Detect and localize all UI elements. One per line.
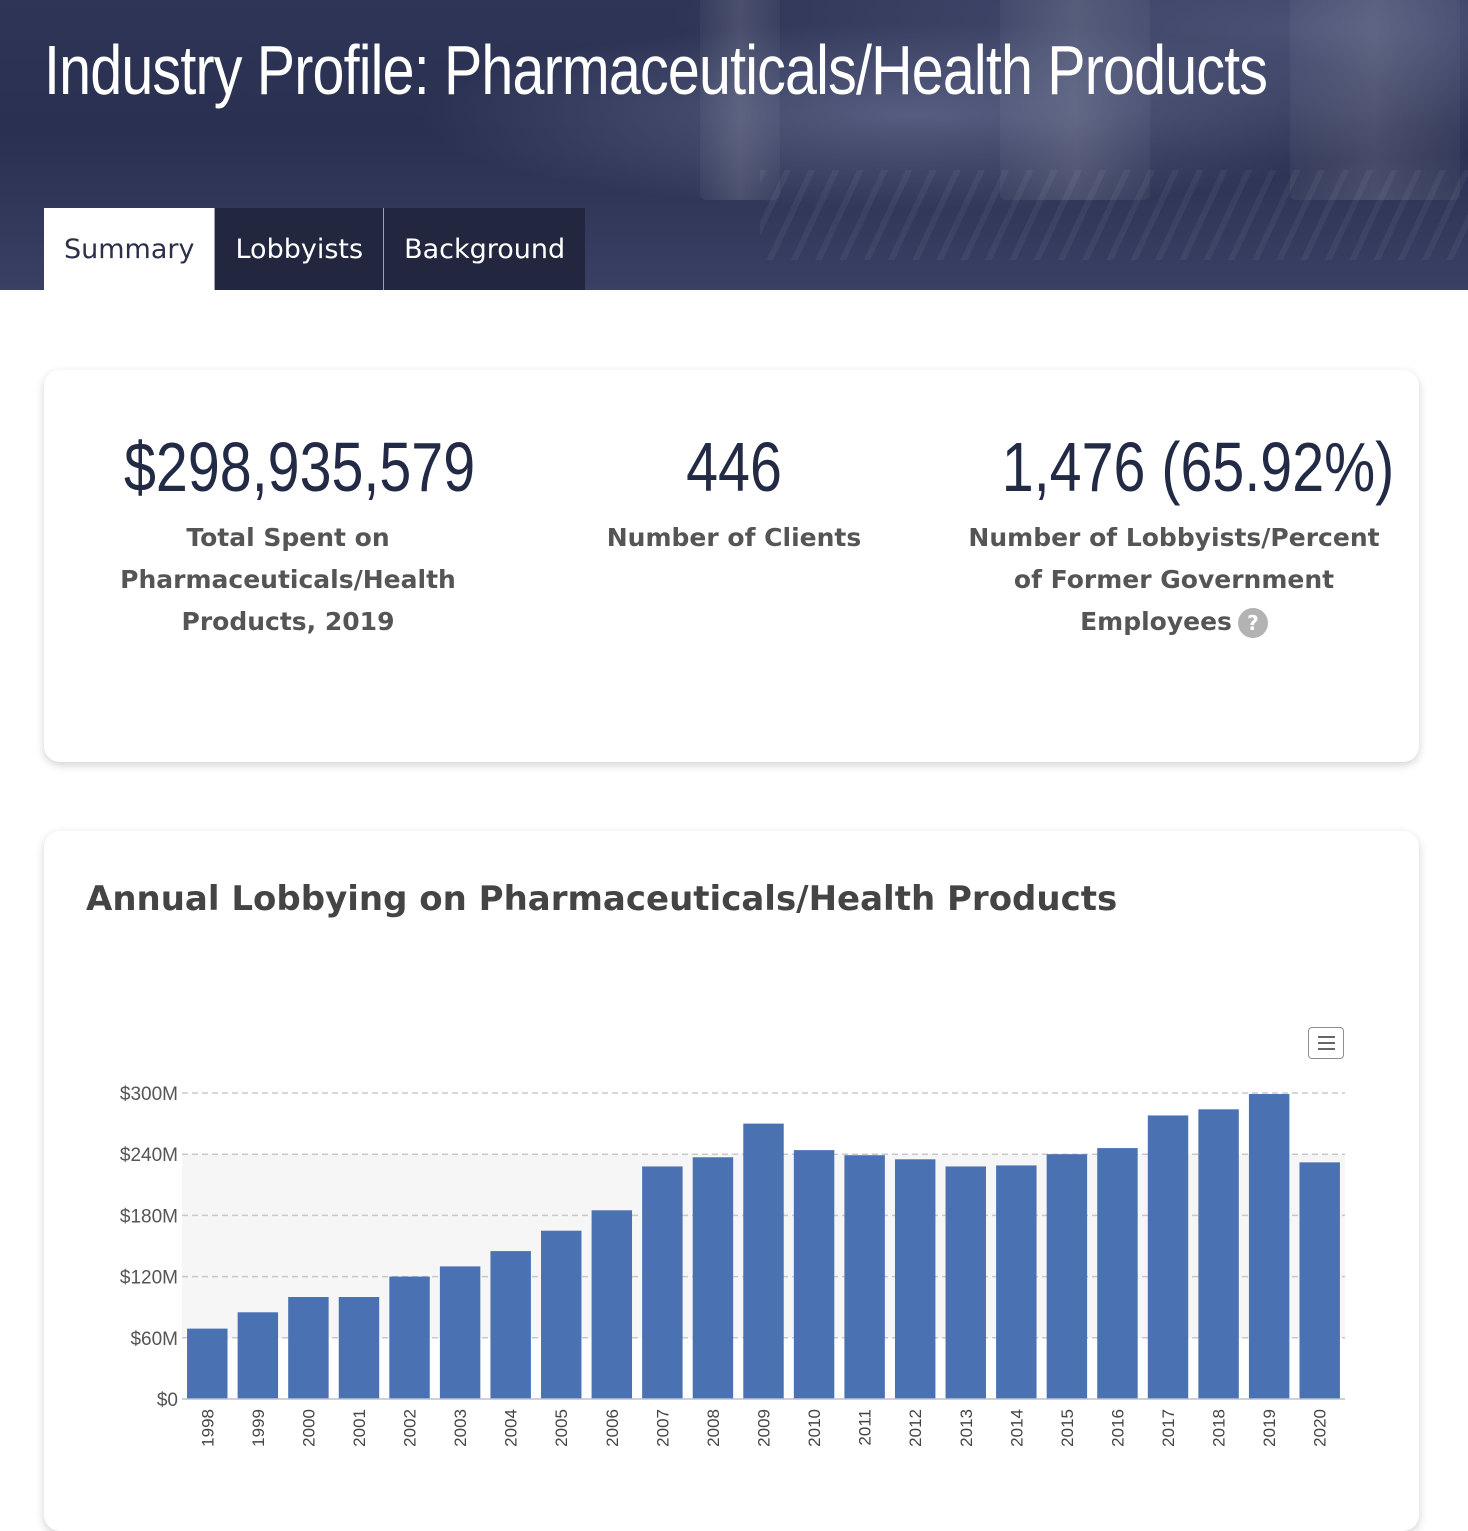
bar-2006[interactable] — [591, 1210, 633, 1399]
x-tick-label: 2016 — [1108, 1409, 1127, 1447]
bars — [187, 1094, 1340, 1399]
question-circle-icon[interactable]: ? — [1237, 608, 1268, 638]
x-tick-label: 2000 — [299, 1409, 318, 1447]
x-tick-label: 2012 — [906, 1409, 925, 1447]
x-tick-label: 2018 — [1210, 1409, 1229, 1447]
bar-2014[interactable] — [996, 1165, 1037, 1399]
stat-label: Number of Clients — [606, 523, 862, 552]
background-column — [1000, 0, 1150, 200]
chart-menu-button[interactable] — [1308, 1027, 1344, 1059]
bar-2010[interactable] — [793, 1150, 835, 1399]
x-tick-label: 2013 — [957, 1409, 976, 1447]
x-tick-label: 2003 — [451, 1409, 470, 1447]
bar-2015[interactable] — [1046, 1154, 1088, 1399]
bar-2011[interactable] — [844, 1155, 885, 1399]
y-tick-label: $180M — [120, 1206, 178, 1227]
stat-label-text: Number of Lobbyists/Percent of Former Go… — [968, 523, 1380, 636]
bar-2003[interactable] — [439, 1266, 481, 1399]
stat-value: $298,935,579 — [124, 428, 476, 506]
x-tick-label: 2006 — [603, 1409, 622, 1447]
bar-2013[interactable] — [945, 1166, 986, 1399]
stat-label: Number of Lobbyists/Percent of Former Go… — [964, 517, 1384, 643]
bar-2007[interactable] — [642, 1166, 683, 1399]
annual-lobbying-chart-card: Annual Lobbying on Pharmaceuticals/Healt… — [44, 831, 1419, 1531]
hamburger-menu-icon — [1318, 1048, 1335, 1050]
x-tick-label: 2014 — [1007, 1409, 1026, 1447]
bar-2019[interactable] — [1248, 1094, 1290, 1399]
profile-tabs: Summary Lobbyists Background — [44, 208, 586, 290]
x-tick-label: 1999 — [249, 1409, 268, 1447]
bar-2016[interactable] — [1097, 1148, 1138, 1399]
stat-label: Total Spent on Pharmaceuticals/Health Pr… — [120, 523, 456, 636]
bar-2012[interactable] — [894, 1159, 936, 1399]
y-tick-label: $300M — [120, 1084, 178, 1105]
stat-value: 1,476 (65.92%) — [1001, 428, 1395, 506]
bar-2004[interactable] — [490, 1251, 531, 1399]
x-tick-label: 2007 — [653, 1409, 672, 1447]
bar-2001[interactable] — [338, 1297, 380, 1399]
bar-1998[interactable] — [187, 1328, 228, 1399]
bar-2017[interactable] — [1147, 1115, 1189, 1399]
y-axis: $0 $60M $120M $180M $240M $300M — [120, 1084, 178, 1411]
tab-background[interactable]: Background — [383, 208, 586, 290]
bar-2000[interactable] — [288, 1297, 329, 1399]
x-tick-label: 2020 — [1311, 1409, 1330, 1447]
bar-2002[interactable] — [389, 1276, 430, 1399]
y-tick-label: $0 — [157, 1390, 178, 1411]
page-header: Industry Profile: Pharmaceuticals/Health… — [0, 0, 1468, 290]
stat-clients: 446 Number of Clients — [584, 425, 884, 559]
bar-2005[interactable] — [541, 1230, 582, 1399]
bar-2020[interactable] — [1299, 1162, 1340, 1399]
x-tick-label: 2011 — [856, 1409, 875, 1446]
background-column — [1290, 0, 1460, 200]
x-tick-label: 2008 — [704, 1409, 723, 1447]
summary-stats-card: $298,935,579 Total Spent on Pharmaceutic… — [44, 370, 1419, 762]
y-tick-label: $60M — [130, 1329, 178, 1350]
tab-summary[interactable]: Summary — [44, 208, 215, 290]
x-tick-label: 2005 — [552, 1409, 571, 1447]
bar-2008[interactable] — [692, 1157, 734, 1399]
x-tick-label: 2019 — [1260, 1409, 1279, 1447]
chart-title: Annual Lobbying on Pharmaceuticals/Healt… — [86, 879, 1118, 919]
stat-value: 446 — [686, 428, 782, 506]
x-tick-label: 2015 — [1058, 1409, 1077, 1447]
x-tick-label: 2009 — [755, 1409, 774, 1447]
tab-lobbyists[interactable]: Lobbyists — [214, 208, 384, 290]
y-tick-label: $120M — [120, 1268, 178, 1289]
x-tick-label: 1998 — [198, 1409, 217, 1447]
y-tick-label: $240M — [120, 1145, 178, 1166]
bar-2018[interactable] — [1198, 1109, 1239, 1399]
page-title: Industry Profile: Pharmaceuticals/Health… — [44, 31, 1268, 109]
bar-2009[interactable] — [743, 1123, 784, 1399]
x-tick-label: 2004 — [502, 1409, 521, 1447]
x-axis: 1998 1999 2000 2001 2002 2003 2004 2005 2006 2007… — [182, 1398, 1345, 1447]
stat-lobbyists: 1,476 (65.92%) Number of Lobbyists/Perce… — [964, 425, 1395, 643]
stat-total-spent: $298,935,579 Total Spent on Pharmaceutic… — [88, 425, 488, 643]
x-tick-label: 2002 — [401, 1409, 420, 1447]
background-column — [700, 0, 780, 200]
bar-chart: $0 $60M $120M $180M $240M $300M 1998 1999 2000 2… — [120, 1084, 1345, 1447]
hamburger-menu-icon — [1318, 1036, 1335, 1038]
x-tick-label: 2017 — [1159, 1409, 1178, 1447]
x-tick-label: 2010 — [805, 1409, 824, 1447]
background-frieze — [760, 170, 1468, 260]
x-tick-label: 2001 — [350, 1409, 369, 1447]
bar-1999[interactable] — [237, 1312, 279, 1399]
hamburger-menu-icon — [1318, 1042, 1335, 1044]
